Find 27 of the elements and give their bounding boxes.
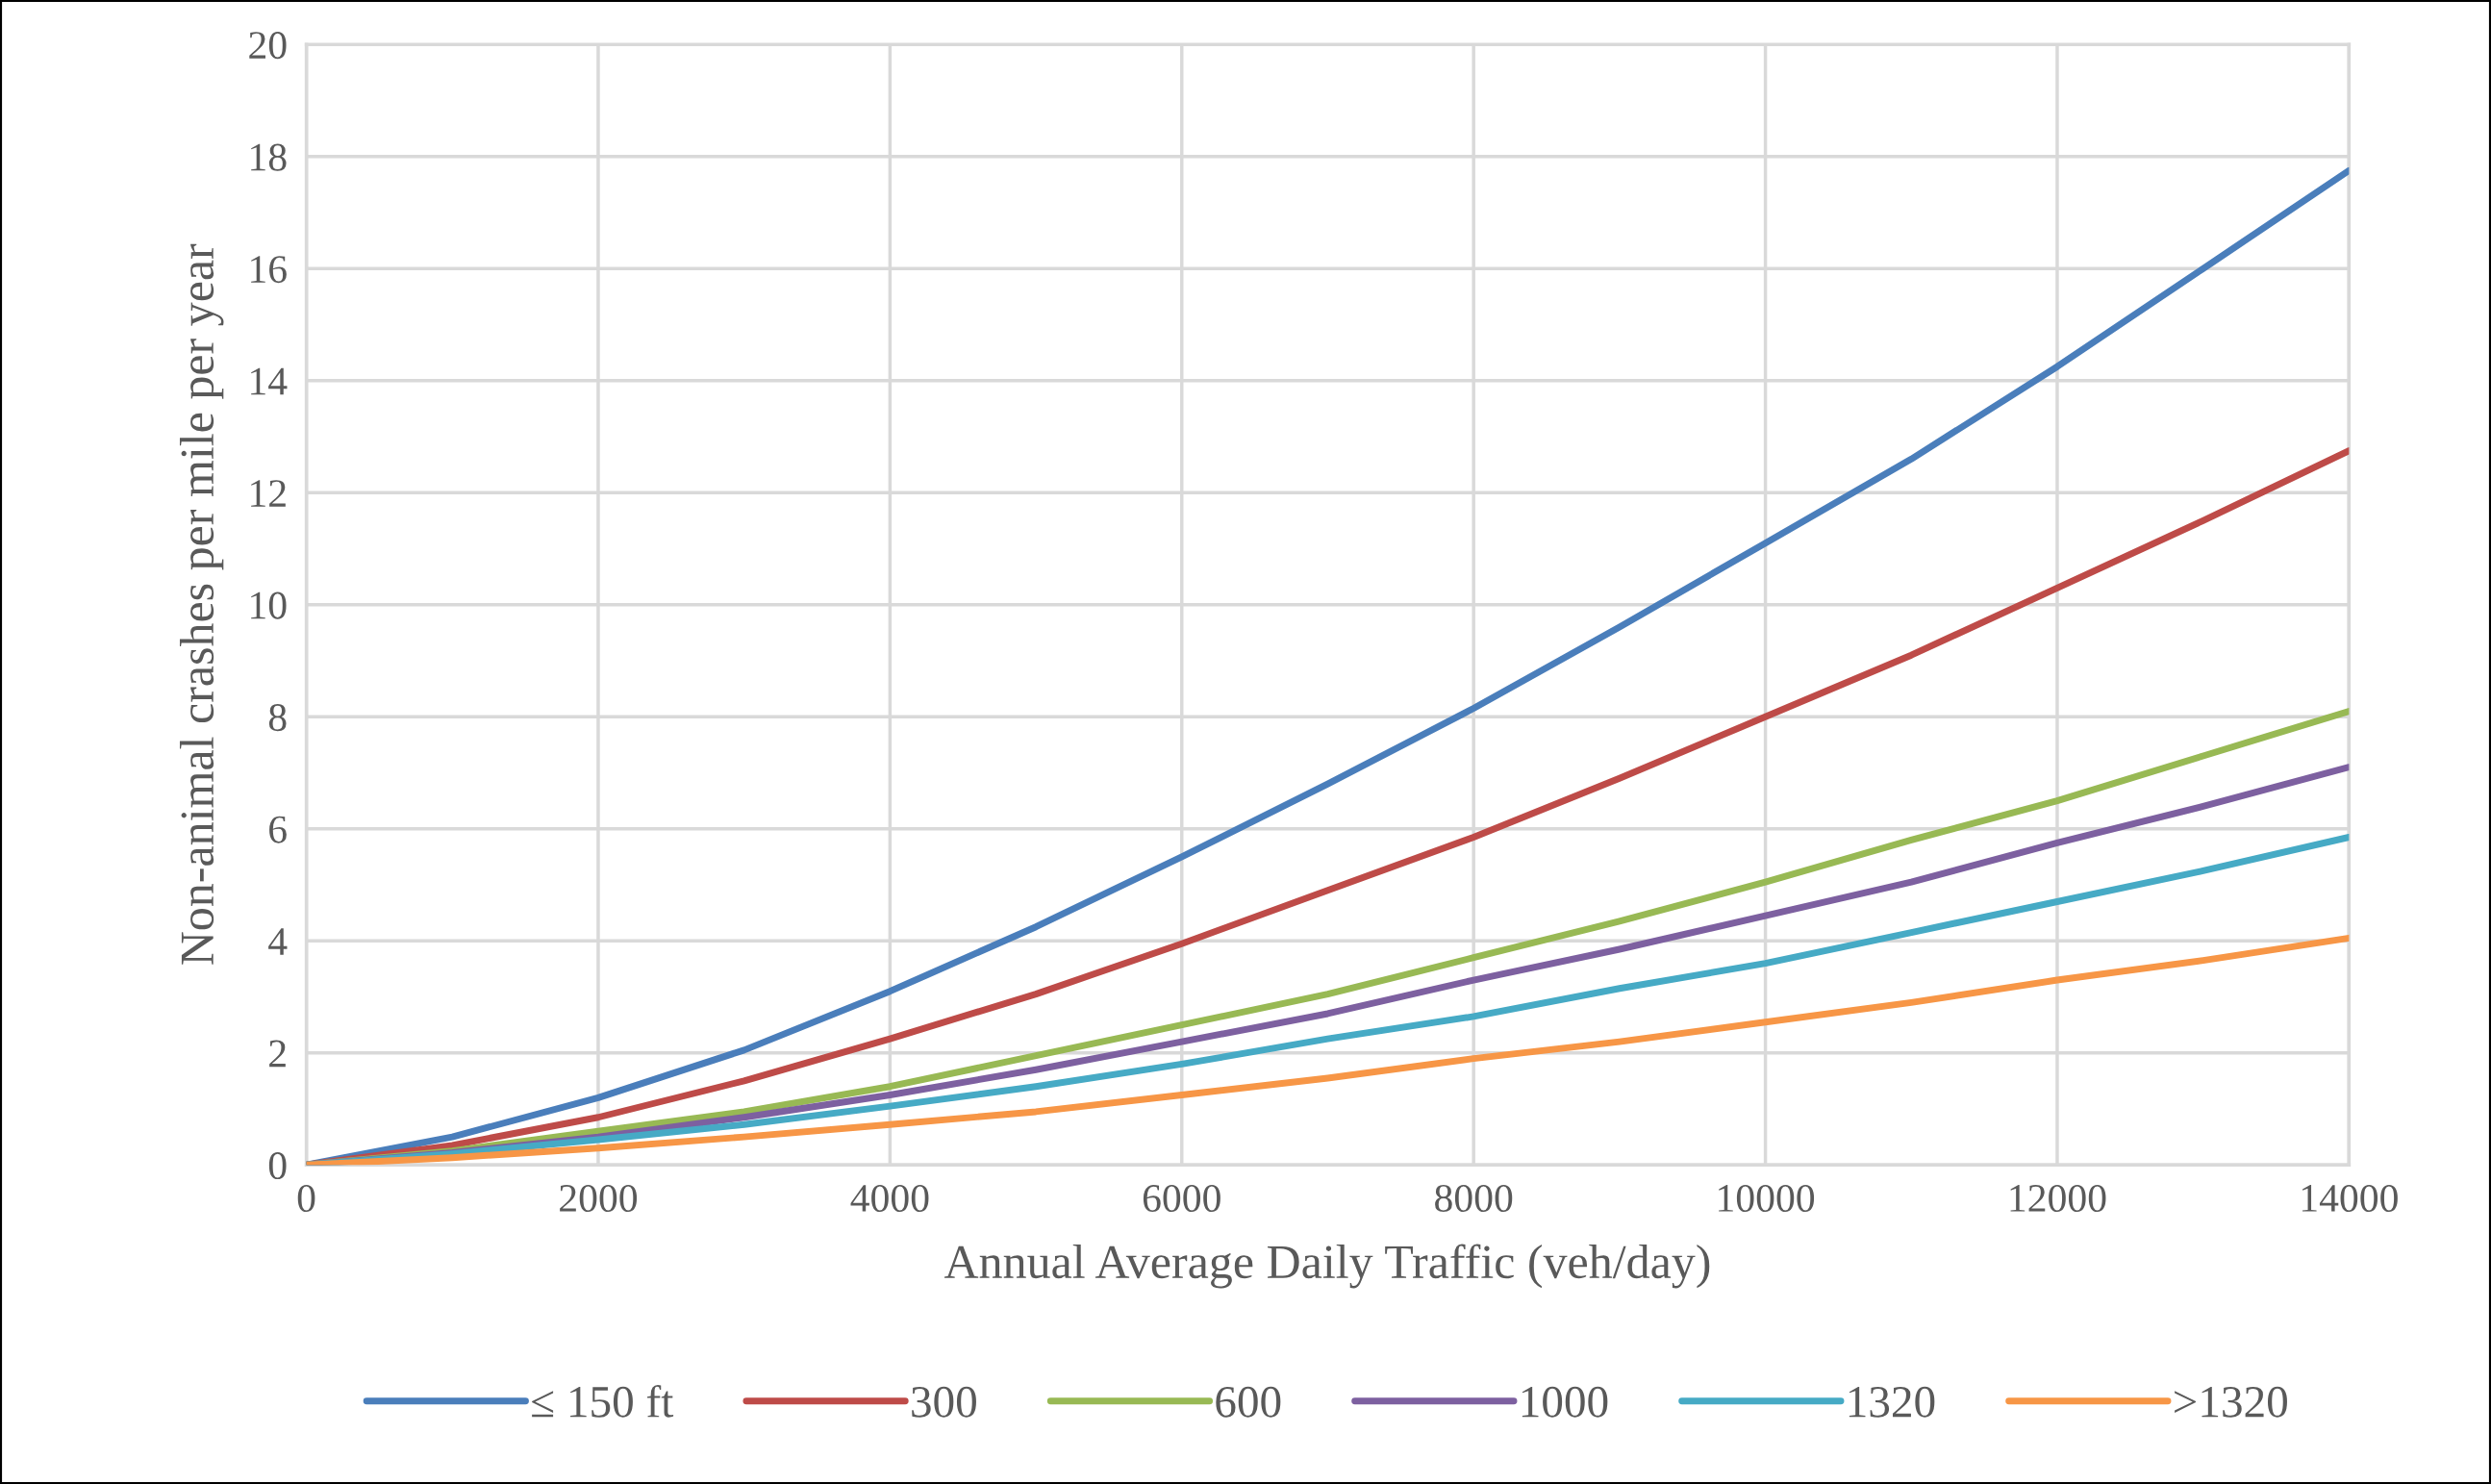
y-tick-label: 0 [268, 1152, 287, 1180]
y-tick-label: 14 [251, 367, 288, 395]
y-tick-label: 16 [251, 256, 287, 284]
x-axis-title: Annual Average Daily Traffic (veh/day) [944, 1244, 1710, 1289]
y-tick-label: 18 [251, 143, 287, 171]
x-tick-label: 8000 [1435, 1184, 1513, 1213]
x-tick-label: 14000 [2302, 1184, 2398, 1213]
x-tick-label: 4000 [850, 1184, 929, 1213]
legend-label: >1320 [2175, 1386, 2287, 1418]
x-tick-label: 6000 [1143, 1184, 1220, 1213]
x-tick-label: 12000 [2010, 1184, 2106, 1213]
y-tick-label: 4 [268, 928, 288, 955]
x-tick-label: 10000 [1719, 1184, 1815, 1213]
y-tick-label: 20 [249, 32, 287, 60]
legend-label: 600 [1216, 1386, 1281, 1418]
x-tick-label: 2000 [560, 1184, 638, 1213]
legend-label: 1320 [1849, 1386, 1935, 1418]
y-tick-label: 6 [269, 816, 287, 843]
legend-label: 1000 [1522, 1386, 1608, 1418]
y-axis-title: Non-animal crashes per mile per year [179, 243, 224, 965]
y-tick-label: 8 [268, 704, 287, 732]
x-tick-label: 0 [297, 1184, 315, 1213]
legend-label: ≤ 150 ft [532, 1384, 674, 1418]
y-tick-label: 12 [251, 480, 286, 507]
y-tick-label: 10 [251, 591, 287, 619]
legend-label: 300 [912, 1386, 976, 1418]
y-tick-label: 2 [269, 1040, 286, 1068]
